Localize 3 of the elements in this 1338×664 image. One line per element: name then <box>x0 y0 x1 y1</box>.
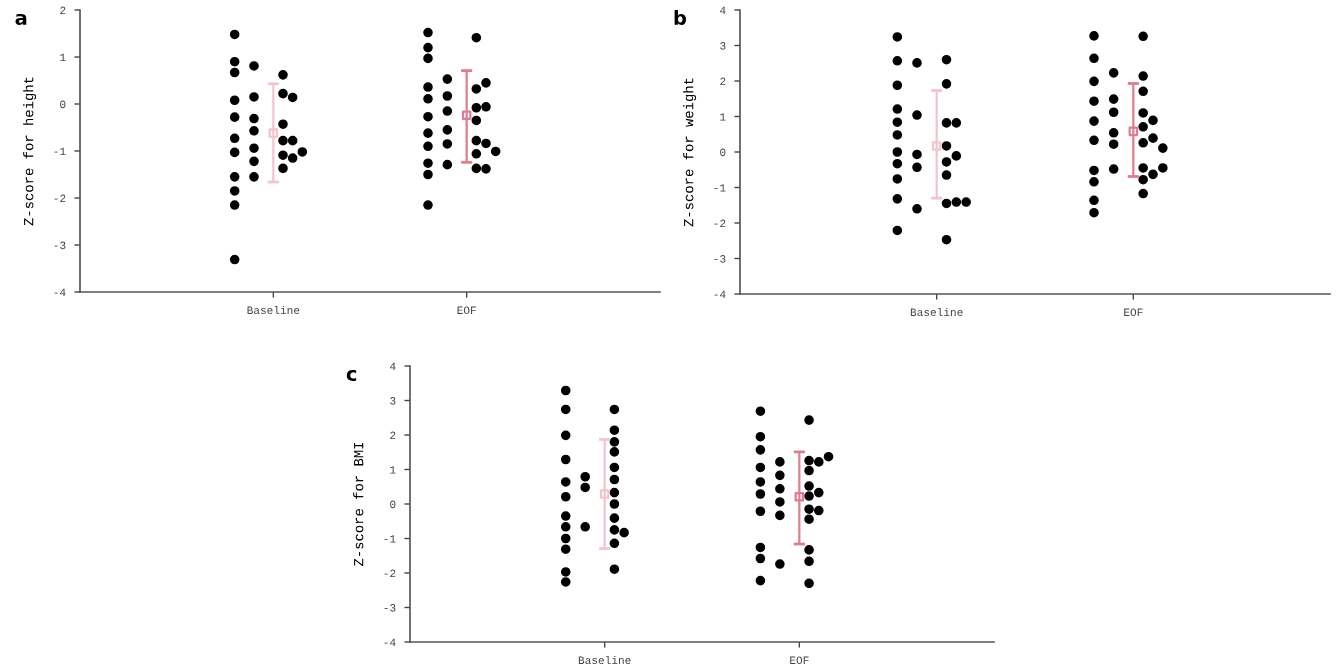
chart-title: a <box>15 13 27 26</box>
chart-title: b <box>674 10 687 26</box>
chart-title: c <box>346 369 357 382</box>
